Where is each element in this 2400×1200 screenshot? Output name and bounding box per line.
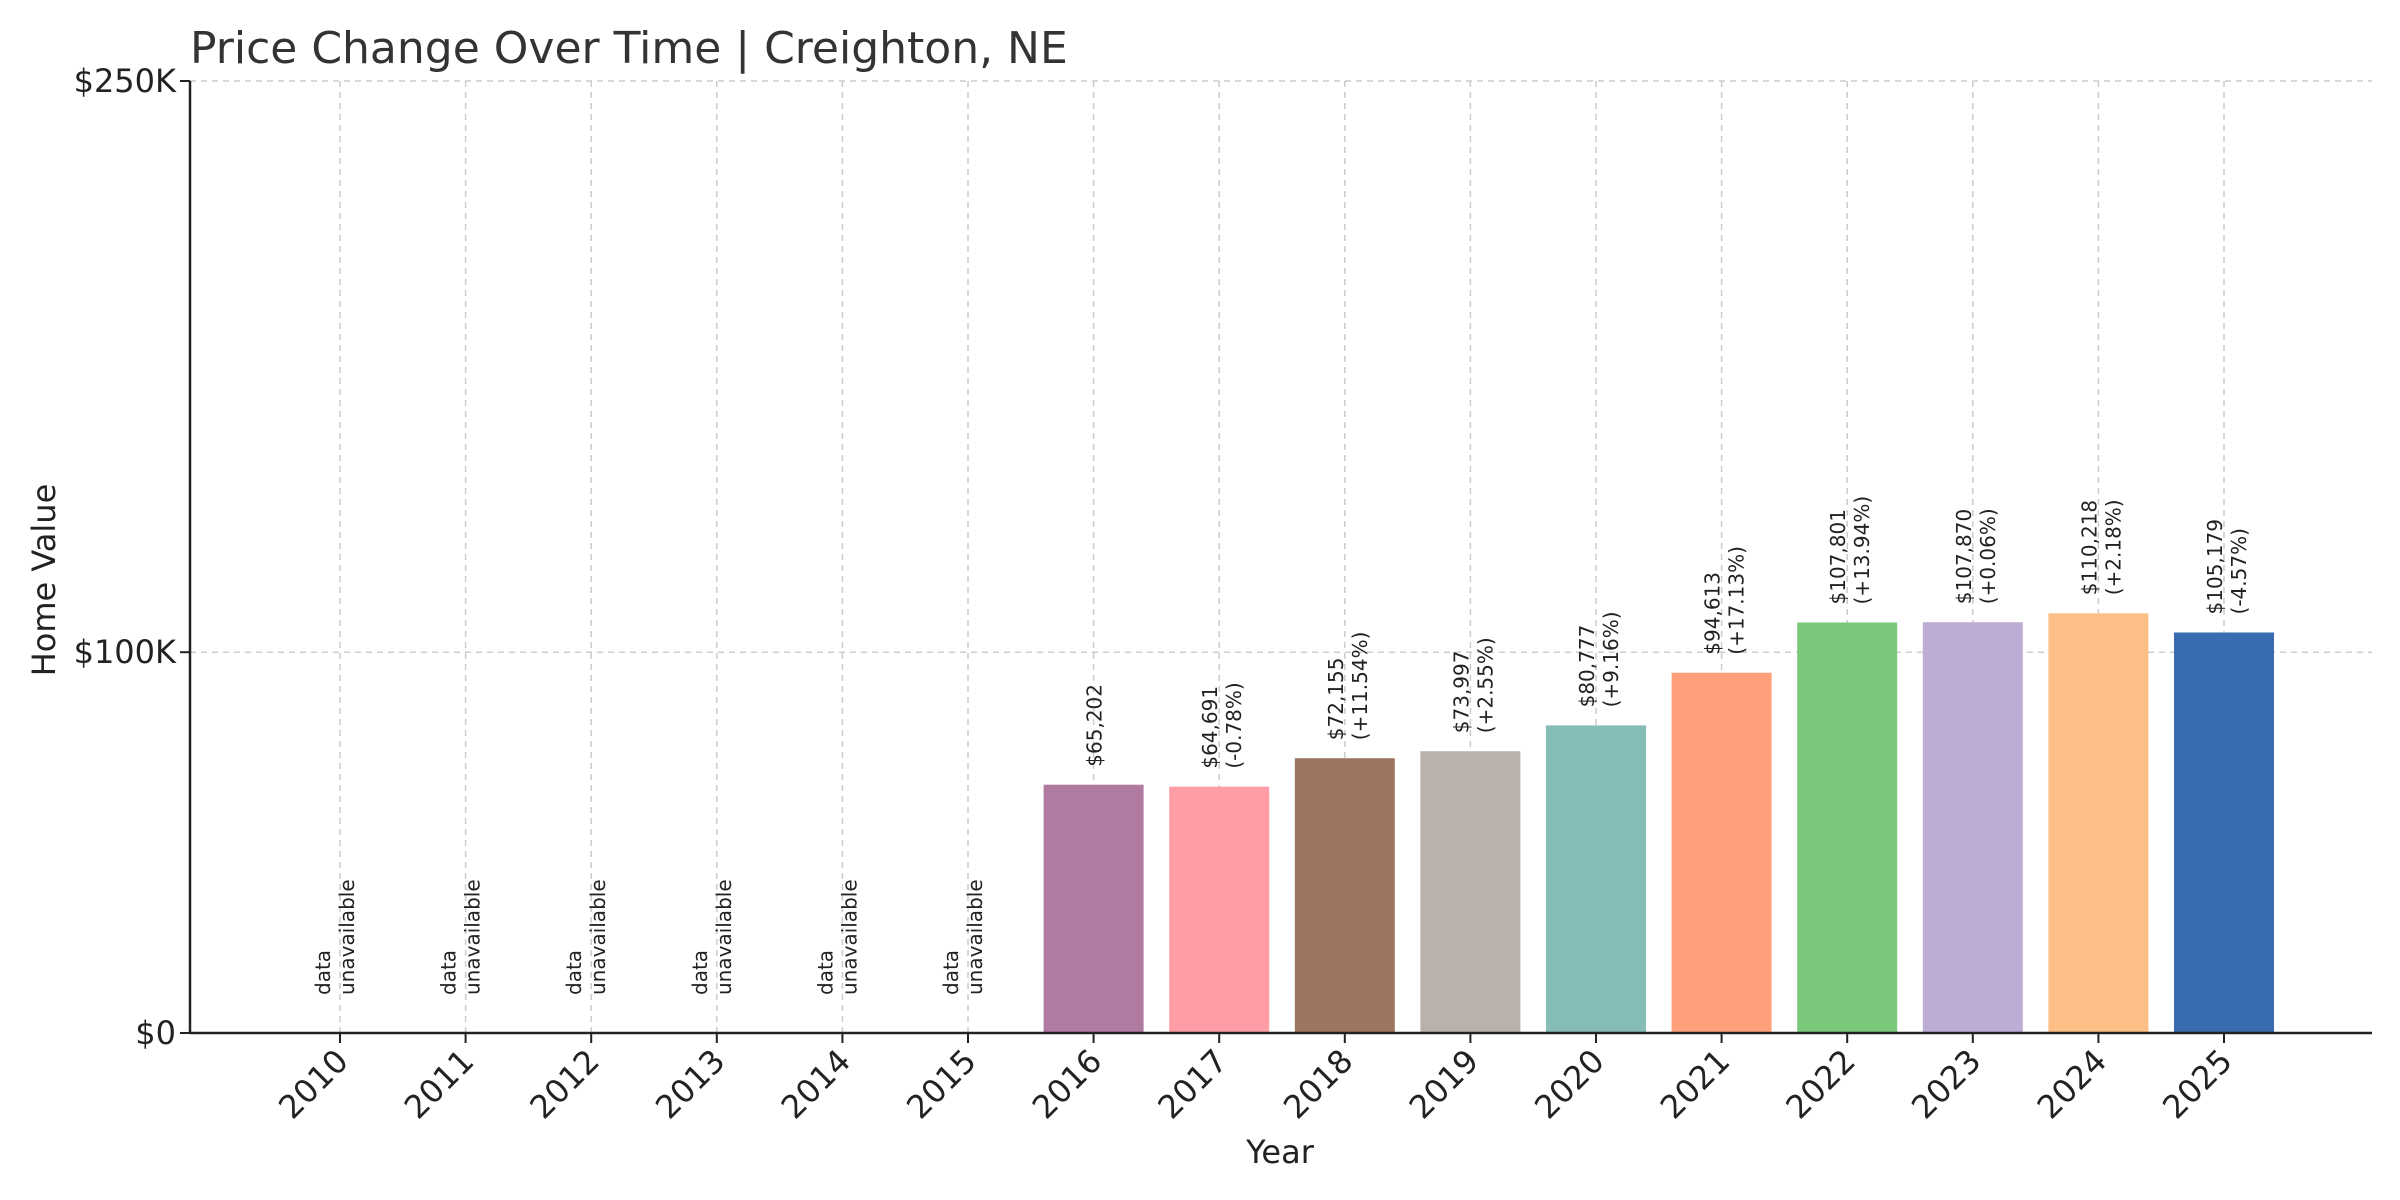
x-tick-label: 2011 [397, 1042, 481, 1126]
data-unavailable-label: unavailable [963, 879, 987, 995]
bar-change-label: (+11.54%) [1348, 632, 1372, 741]
data-unavailable-label: unavailable [712, 879, 736, 995]
x-tick-label: 2018 [1276, 1042, 1360, 1126]
x-tick-label: 2015 [899, 1042, 983, 1126]
bar-value-label: $73,997 [1449, 651, 1473, 734]
bar-change-label: (+17.13%) [1725, 546, 1749, 655]
bar [1671, 672, 1772, 1033]
data-unavailable-label: data [688, 950, 712, 995]
bar [1294, 758, 1395, 1033]
x-tick-label: 2017 [1150, 1042, 1234, 1126]
y-tick-label: $0 [135, 1014, 176, 1052]
bar-value-label: $105,179 [2203, 519, 2227, 614]
bar-change-label: (-4.57%) [2227, 528, 2251, 614]
bar [1420, 751, 1521, 1033]
data-unavailable-label: unavailable [461, 879, 485, 995]
bar-value-label: $107,801 [1826, 509, 1850, 604]
bar-value-label: $64,691 [1198, 686, 1222, 769]
bar-value-label: $107,870 [1952, 509, 1976, 604]
data-unavailable-label: unavailable [837, 879, 861, 995]
x-tick-label: 2025 [2155, 1042, 2239, 1126]
bar-value-label: $80,777 [1575, 625, 1599, 708]
x-tick-label: 2022 [1778, 1042, 1862, 1126]
grid-layer [190, 80, 2372, 1033]
bar-change-label: (+0.06%) [1976, 508, 2000, 604]
bar-change-label: (+9.16%) [1599, 611, 1623, 707]
x-tick-label: 2013 [648, 1042, 732, 1126]
x-tick-label: 2023 [1904, 1042, 1988, 1126]
data-unavailable-label: data [562, 950, 586, 995]
bar [1043, 784, 1144, 1033]
data-unavailable-label: data [311, 950, 335, 995]
bar [1797, 622, 1898, 1033]
bar-value-label: $65,202 [1083, 684, 1107, 767]
y-tick-label: $100K [74, 633, 177, 671]
bar-change-label: (+2.18%) [2101, 499, 2125, 595]
x-tick-label: 2010 [271, 1042, 355, 1126]
bar-value-label: $72,155 [1324, 658, 1348, 741]
x-tick-label: 2021 [1653, 1042, 1737, 1126]
bars-layer [1043, 613, 2274, 1033]
y-tick-label: $250K [74, 62, 177, 100]
data-unavailable-label: unavailable [586, 879, 610, 995]
x-axis-label: Year [1245, 1133, 1315, 1171]
data-unavailable-label: unavailable [335, 879, 359, 995]
bar [2174, 632, 2274, 1033]
bar-change-label: (-0.78%) [1222, 682, 1246, 768]
bar-value-label: $94,613 [1701, 572, 1725, 655]
x-tick-label: 2024 [2030, 1042, 2114, 1126]
x-tick-label: 2020 [1527, 1042, 1611, 1126]
x-tick-label: 2019 [1402, 1042, 1486, 1126]
x-tick-label: 2012 [522, 1042, 606, 1126]
y-axis-label: Home Value [25, 484, 63, 677]
bar-labels-layer: data unavailable data unavailable data unavai… [311, 496, 2251, 995]
chart-title: Price Change Over Time | Creighton, NE [190, 23, 1068, 74]
bar-change-label: (+13.94%) [1850, 496, 1874, 605]
data-unavailable-label: data [939, 950, 963, 995]
bar-change-label: (+2.55%) [1473, 637, 1497, 733]
data-unavailable-label: data [437, 950, 461, 995]
data-unavailable-label: data [813, 950, 837, 995]
x-tick-label: 2014 [774, 1042, 858, 1126]
bar [1922, 622, 2023, 1033]
bar [1169, 786, 1270, 1033]
bar [1546, 725, 1646, 1033]
bar [2048, 613, 2149, 1033]
x-tick-label: 2016 [1025, 1042, 1109, 1126]
bar-value-label: $110,218 [2077, 500, 2101, 595]
